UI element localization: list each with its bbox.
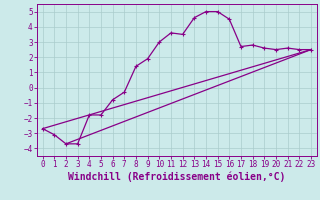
X-axis label: Windchill (Refroidissement éolien,°C): Windchill (Refroidissement éolien,°C): [68, 172, 285, 182]
